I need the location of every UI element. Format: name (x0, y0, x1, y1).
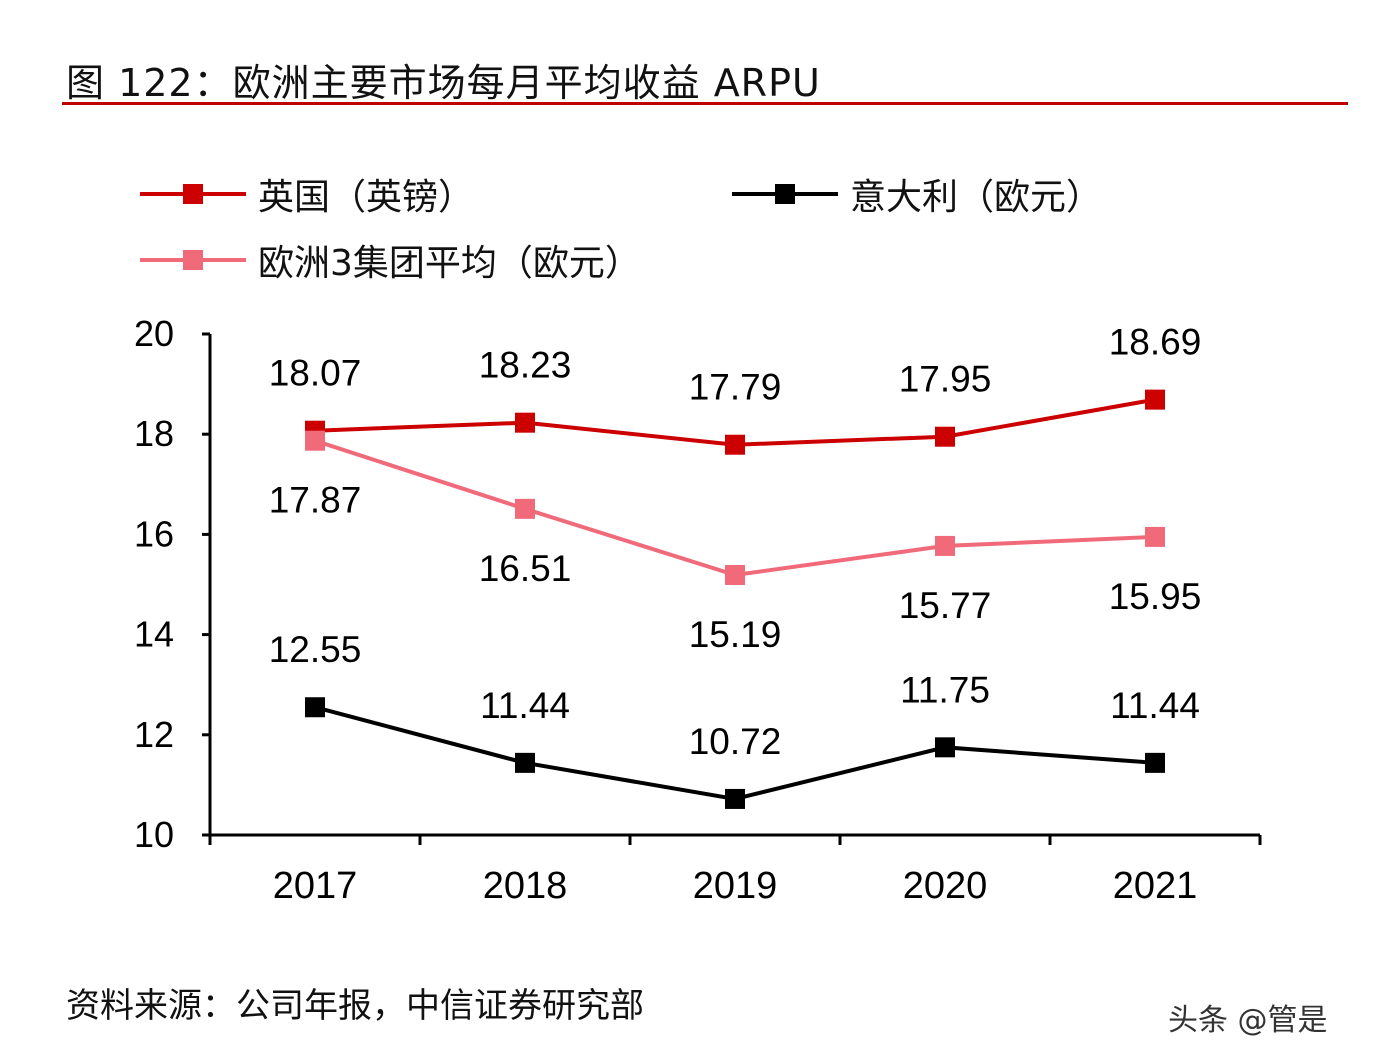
y-tick-label: 20 (134, 313, 174, 354)
legend-italy-marker (732, 184, 838, 204)
watermark: 头条 @管是 (1168, 1003, 1328, 1038)
data-label: 18.07 (269, 353, 362, 394)
data-label: 10.72 (689, 721, 782, 762)
legend-uk: 英国（英镑） (140, 168, 474, 220)
data-label: 15.77 (899, 585, 992, 626)
data-point (935, 737, 955, 758)
legend-europe3-marker (140, 250, 246, 270)
data-label: 18.69 (1109, 322, 1202, 363)
legend-europe3: 欧洲3集团平均（欧元） (140, 234, 641, 286)
data-label: 18.23 (479, 345, 572, 386)
data-label: 17.79 (689, 367, 782, 408)
data-label: 11.44 (480, 685, 570, 726)
data-label: 15.19 (689, 614, 782, 655)
x-tick-label: 2021 (1113, 865, 1198, 907)
legend-italy: 意大利（欧元） (732, 168, 1102, 220)
legend-uk-marker (140, 184, 246, 204)
title-divider (62, 102, 1348, 105)
data-point (725, 564, 745, 585)
y-tick-label: 18 (134, 413, 174, 454)
x-tick-label: 2020 (903, 865, 988, 907)
data-label: 17.95 (899, 359, 992, 400)
data-point (305, 430, 325, 451)
y-tick-label: 12 (134, 714, 174, 755)
data-label: 12.55 (269, 629, 362, 670)
x-tick-label: 2018 (483, 865, 568, 907)
data-label: 11.75 (900, 669, 990, 710)
data-point (1145, 526, 1165, 547)
data-point (1145, 752, 1165, 773)
y-tick-label: 14 (134, 614, 174, 655)
legend-italy-label: 意大利（欧元） (850, 177, 1103, 218)
y-tick-label: 10 (134, 814, 174, 855)
legend-europe3-label: 欧洲3集团平均（欧元） (258, 243, 641, 284)
series-line-2 (314, 438, 1156, 578)
legend-uk-label: 英国（英镑） (258, 177, 475, 218)
data-label: 15.95 (1109, 576, 1202, 617)
source-note: 资料来源：公司年报，中信证券研究部 (66, 986, 644, 1026)
data-point (305, 697, 325, 718)
data-point (935, 535, 955, 556)
data-point (515, 752, 535, 773)
x-tick-label: 2019 (693, 865, 778, 907)
data-point (1145, 389, 1165, 410)
data-point (515, 412, 535, 433)
x-tick-label: 2017 (273, 865, 358, 907)
data-point (515, 498, 535, 519)
data-point (725, 788, 745, 809)
y-tick-label: 16 (134, 513, 174, 554)
data-point (935, 426, 955, 447)
data-label: 17.87 (269, 480, 362, 521)
data-point (725, 434, 745, 455)
chart-title: 图 122：欧洲主要市场每月平均收益 ARPU (66, 61, 821, 105)
data-label: 11.44 (1110, 685, 1200, 726)
data-label: 16.51 (479, 548, 572, 589)
